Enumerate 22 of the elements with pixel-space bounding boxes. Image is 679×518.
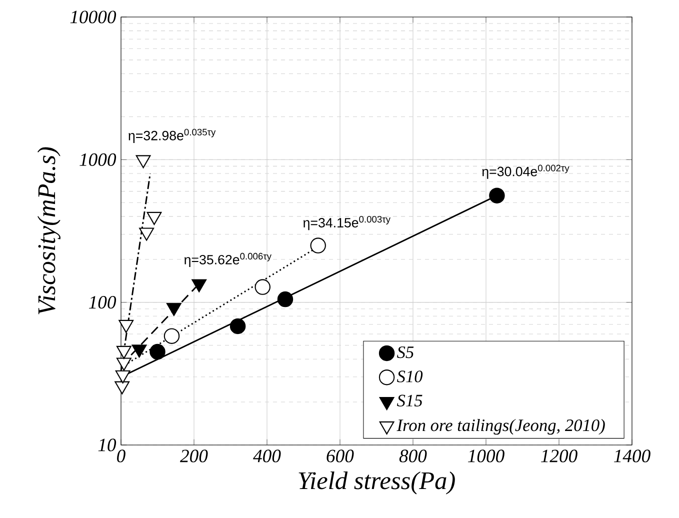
legend-label: S5: [397, 346, 414, 358]
y-axis-title: Viscosity(mPa.s): [37, 147, 60, 314]
x-tick-label: 200: [180, 450, 208, 462]
annotation: η=34.15e$^{0.003τy}$: [304, 216, 390, 230]
annotation: η=30.04e$^{0.002τy}$: [482, 164, 570, 179]
x-tick-label: 0: [117, 450, 126, 462]
y-tick-label: 10000: [70, 10, 116, 24]
y-tick-label: 10: [98, 438, 116, 452]
legend-label: S10: [397, 370, 423, 382]
annotation: η=35.62e$^{0.006τy}$: [184, 252, 272, 268]
x-tick-label: 1400: [614, 450, 650, 462]
x-tick-label: 1200: [541, 450, 578, 462]
x-tick-label: 600: [326, 450, 354, 462]
y-tick-label: 1000: [80, 153, 116, 166]
x-axis-title: Yield stress(Pa): [298, 471, 455, 494]
legend-label: S15: [397, 394, 422, 406]
x-tick-label: 800: [399, 450, 427, 462]
x-tick-label: 1000: [468, 450, 504, 462]
x-tick-label: 400: [253, 450, 281, 462]
legend-label: Iron ore tailings(Jeong, 2010): [396, 418, 605, 435]
annotation: η=32.98e$^{0.035τy}$: [128, 128, 216, 143]
y-tick-label: 100: [88, 296, 116, 309]
